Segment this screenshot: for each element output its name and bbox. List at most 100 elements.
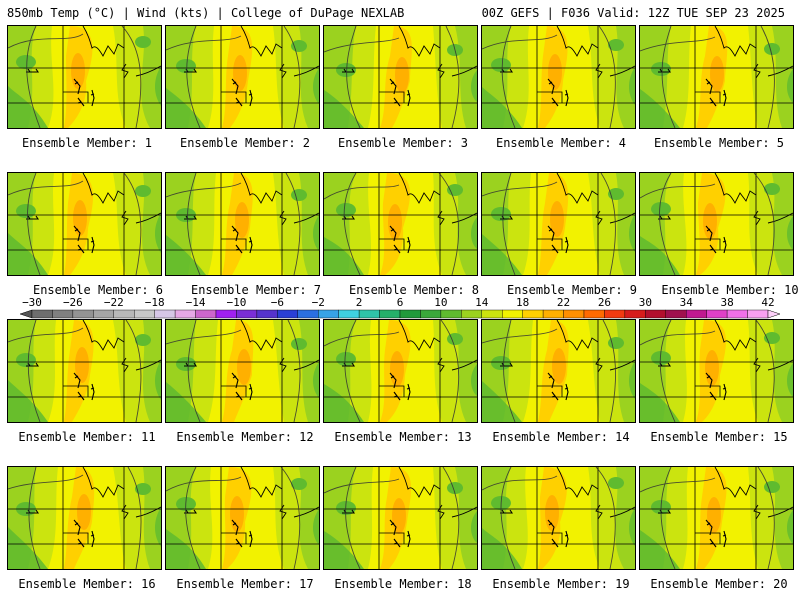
ensemble-map-20 — [639, 466, 794, 570]
color-scale-bin — [522, 309, 544, 319]
color-scale-tick-label: −18 — [144, 296, 165, 309]
ensemble-map-6 — [7, 172, 162, 276]
ensemble-member-label: Ensemble Member: 7 — [190, 283, 322, 297]
ensemble-member-label: Ensemble Member: 4 — [495, 136, 627, 150]
color-scale-bin — [195, 309, 217, 319]
color-scale-bin — [256, 309, 278, 319]
color-scale-bin — [379, 309, 401, 319]
ensemble-map-19 — [481, 466, 636, 570]
color-scale-tick-label: −30 — [22, 296, 42, 309]
color-scale-bin — [686, 309, 707, 319]
valid-time: 00Z GEFS | F036 Valid: 12Z TUE SEP 23 20… — [481, 6, 785, 20]
ensemble-map-15 — [639, 319, 794, 423]
ensemble-member-label: Ensemble Member: 8 — [348, 283, 480, 297]
color-scale-bin — [726, 309, 748, 319]
ensemble-map-12 — [165, 319, 320, 423]
color-scale-bin — [215, 309, 237, 319]
color-scale-tick-label: −2 — [311, 296, 325, 309]
color-scale-bin — [277, 309, 298, 319]
ensemble-member-label: Ensemble Member: 14 — [492, 430, 630, 444]
ensemble-map-9 — [481, 172, 636, 276]
color-scale-bin — [236, 309, 258, 319]
ensemble-map-18 — [323, 466, 478, 570]
color-scale-tick-label: −22 — [103, 296, 124, 309]
color-scale-ticks: −30 −26 −22 −18 −14 −10 −6 −2 2 6 10 14 18 22 26 30 34 38… — [0, 296, 800, 309]
color-scale-bin — [113, 309, 135, 319]
color-scale-bin — [318, 309, 339, 319]
ensemble-member-label: Ensemble Member: 18 — [334, 577, 472, 591]
color-scale-bar — [19, 309, 781, 319]
color-scale-tick-label: 34 — [679, 296, 693, 309]
color-scale-bin — [645, 309, 666, 319]
color-scale-bin — [52, 309, 74, 319]
ensemble-map-14 — [481, 319, 636, 423]
ensemble-member-label: Ensemble Member: 13 — [334, 430, 472, 444]
color-scale-tick-label: 10 — [434, 296, 448, 309]
ensemble-member-label: Ensemble Member: 3 — [337, 136, 469, 150]
color-scale-tick-label: −26 — [62, 296, 83, 309]
color-scale-bin — [481, 309, 503, 319]
color-scale-bin — [624, 309, 646, 319]
ensemble-map-16 — [7, 466, 162, 570]
ensemble-member-label: Ensemble Member: 15 — [650, 430, 788, 444]
ensemble-map-7 — [165, 172, 320, 276]
color-scale-tick-label: 14 — [475, 296, 489, 309]
ensemble-map-1 — [7, 25, 162, 129]
color-scale-bin — [174, 309, 196, 319]
color-scale-bin — [440, 309, 462, 319]
color-scale-tick-label: 22 — [556, 296, 571, 309]
color-scale-bin — [72, 309, 94, 319]
color-scale-bin — [502, 309, 523, 319]
ensemble-member-label: Ensemble Member: 10 — [661, 283, 799, 297]
map-title: 850mb Temp (°C) | Wind (kts) | College o… — [7, 6, 405, 20]
color-scale-bin — [747, 309, 769, 319]
ensemble-member-label: Ensemble Member: 5 — [653, 136, 785, 150]
color-scale-tick-label: 18 — [516, 296, 530, 309]
color-scale-bin — [19, 309, 33, 319]
ensemble-map-3 — [323, 25, 478, 129]
ensemble-map-13 — [323, 319, 478, 423]
ensemble-map-2 — [165, 25, 320, 129]
ensemble-member-label: Ensemble Member: 19 — [492, 577, 630, 591]
color-scale-bin — [665, 309, 687, 319]
color-scale-tick-label: −6 — [270, 296, 284, 309]
color-scale-bin — [583, 309, 605, 319]
color-scale-tick-label: 26 — [597, 296, 612, 309]
color-scale-bin — [420, 309, 442, 319]
color-scale-bin — [297, 309, 319, 319]
ensemble-member-label: Ensemble Member: 11 — [18, 430, 156, 444]
color-scale-tick-label: −14 — [185, 296, 206, 309]
color-scale-tick-label: 38 — [720, 296, 734, 309]
color-scale-bin — [706, 309, 728, 319]
color-scale-bin — [93, 309, 114, 319]
color-scale-tick-label: 2 — [355, 296, 363, 309]
color-scale-bin — [461, 309, 482, 319]
ensemble-member-label: Ensemble Member: 17 — [176, 577, 314, 591]
ensemble-map-8 — [323, 172, 478, 276]
color-scale-bin — [338, 309, 360, 319]
ensemble-map-11 — [7, 319, 162, 423]
color-scale-bin — [399, 309, 421, 319]
color-scale-bin — [604, 309, 626, 319]
color-scale-bin — [767, 309, 781, 319]
color-scale-bin — [563, 309, 585, 319]
color-scale-bin — [31, 309, 53, 319]
ensemble-member-label: Ensemble Member: 1 — [21, 136, 153, 150]
ensemble-member-label: Ensemble Member: 2 — [179, 136, 311, 150]
ensemble-member-label: Ensemble Member: 12 — [176, 430, 314, 444]
ensemble-map-4 — [481, 25, 636, 129]
color-scale-bin — [358, 309, 380, 319]
color-scale-tick-label: 30 — [638, 296, 652, 309]
color-scale-tick-label: 6 — [396, 296, 404, 309]
color-scale-bin — [134, 309, 155, 319]
color-scale-bin — [154, 309, 176, 319]
color-scale-bin — [542, 309, 564, 319]
ensemble-member-label: Ensemble Member: 6 — [32, 283, 164, 297]
ensemble-member-label: Ensemble Member: 20 — [650, 577, 788, 591]
ensemble-member-label: Ensemble Member: 9 — [506, 283, 638, 297]
ensemble-map-5 — [639, 25, 794, 129]
color-scale-tick-label: −10 — [226, 296, 247, 309]
ensemble-map-17 — [165, 466, 320, 570]
color-scale-tick-label: 42 — [761, 296, 775, 309]
ensemble-map-10 — [639, 172, 794, 276]
